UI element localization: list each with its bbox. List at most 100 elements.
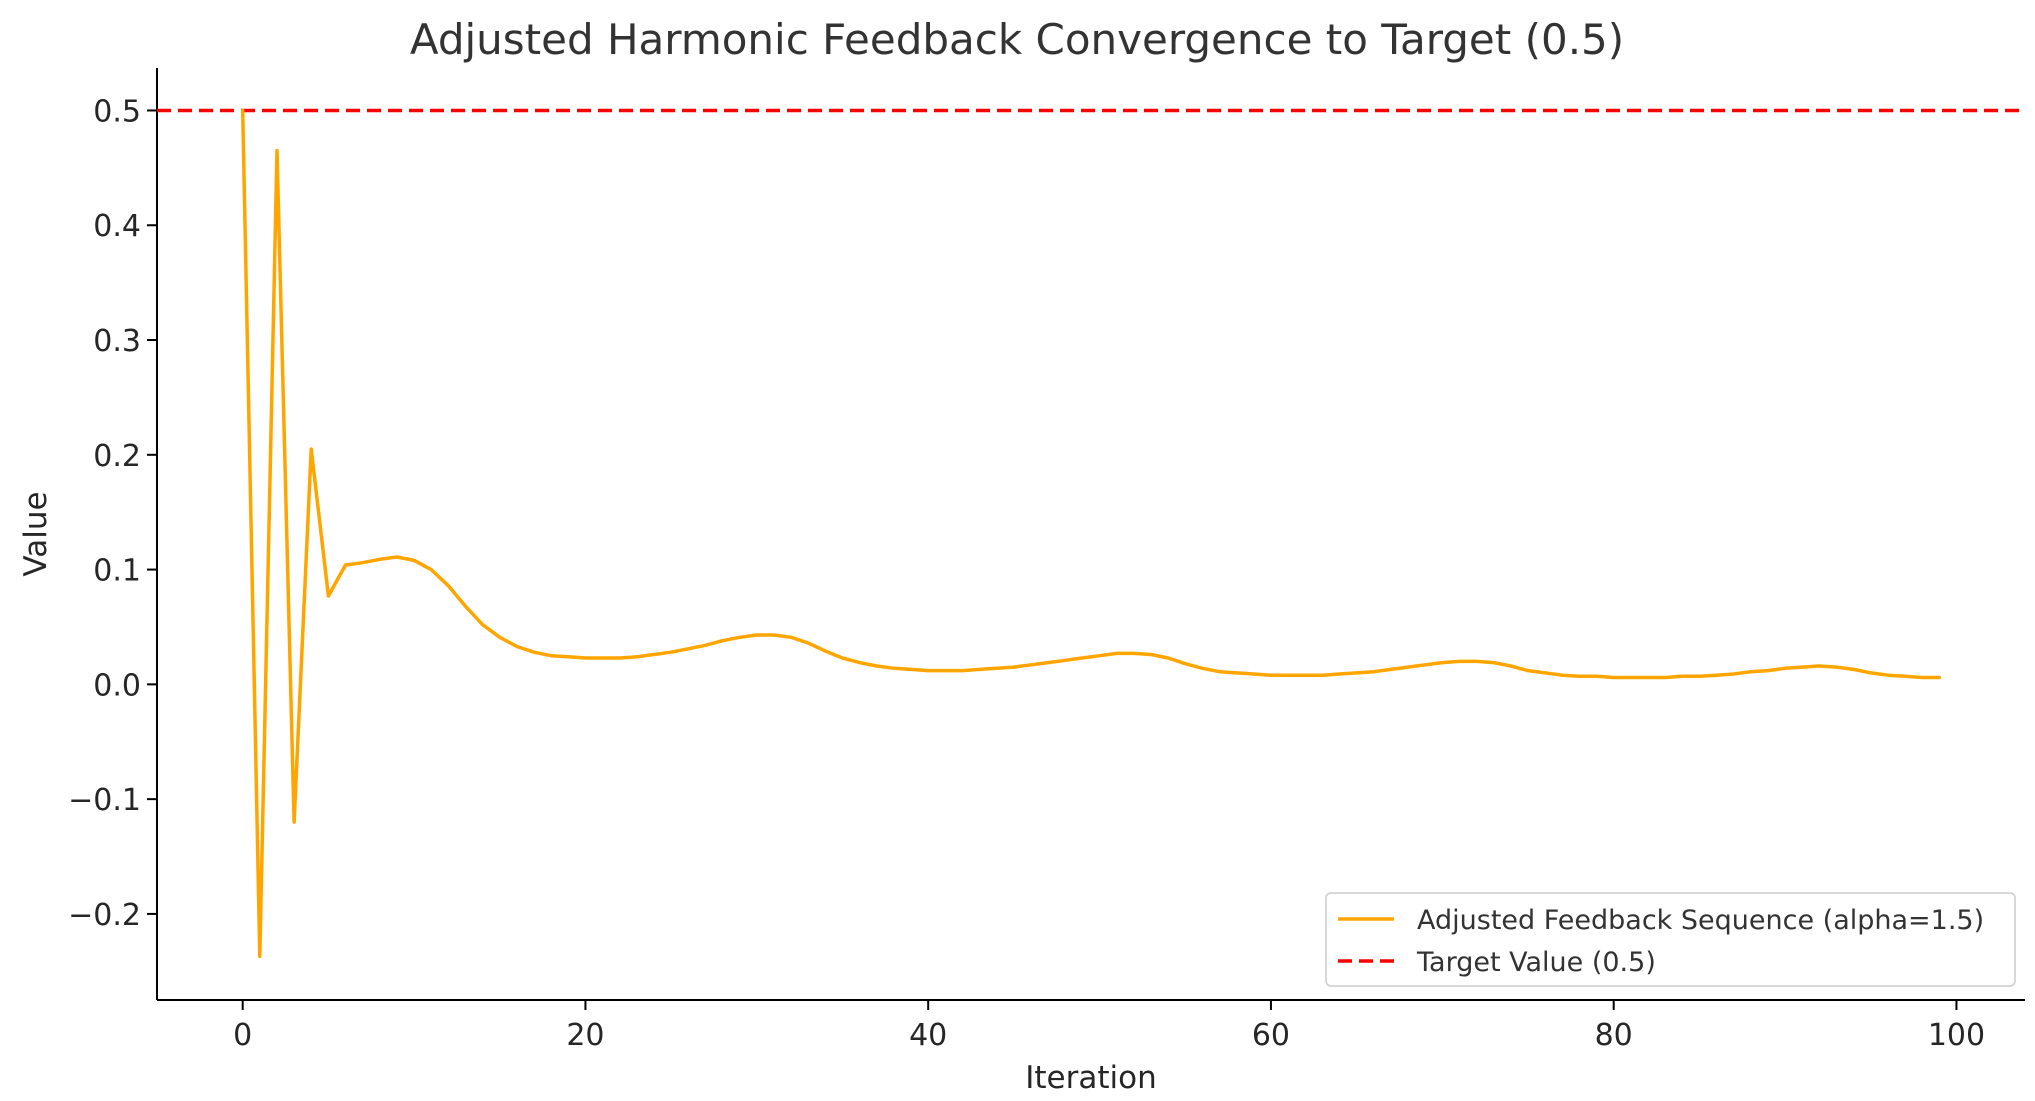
- data-point: [1441, 661, 1444, 664]
- data-point: [1407, 666, 1410, 669]
- x-tick-label: 80: [1595, 1018, 1633, 1053]
- data-point: [447, 584, 450, 587]
- plot-area: [157, 108, 2025, 959]
- data-point: [1715, 674, 1718, 677]
- x-tick-label: 40: [909, 1018, 947, 1053]
- data-point: [1852, 668, 1855, 671]
- y-tick-label: 0.5: [93, 94, 141, 129]
- x-tick-label: 60: [1252, 1018, 1290, 1053]
- data-point: [670, 651, 673, 654]
- data-point: [1766, 669, 1769, 672]
- y-tick-label: 0.3: [93, 324, 141, 359]
- x-tick-label: 100: [1928, 1018, 1985, 1053]
- data-point: [1167, 656, 1170, 659]
- data-point: [1098, 654, 1101, 657]
- data-point: [584, 656, 587, 659]
- data-point: [498, 636, 501, 639]
- data-point: [1252, 673, 1255, 676]
- data-point: [1578, 675, 1581, 678]
- data-point: [1218, 670, 1221, 673]
- data-point: [515, 645, 518, 648]
- data-point: [1235, 671, 1238, 674]
- data-point: [618, 656, 621, 659]
- y-tick-label: 0.1: [93, 554, 141, 589]
- data-point: [1681, 675, 1684, 678]
- data-point: [1372, 670, 1375, 673]
- data-point: [1338, 673, 1341, 676]
- data-point: [430, 568, 433, 571]
- data-point: [738, 636, 741, 639]
- legend-label-target: Target Value (0.5): [1416, 947, 1656, 978]
- y-tick-label: 0.4: [93, 209, 141, 244]
- chart-title: Adjusted Harmonic Feedback Convergence t…: [410, 15, 1624, 64]
- y-tick-label: −0.2: [68, 898, 141, 933]
- data-point: [378, 558, 381, 561]
- data-point: [1389, 668, 1392, 671]
- data-point: [344, 563, 347, 566]
- data-point: [927, 669, 930, 672]
- x-ticks: 0 20 40 60 80 100: [233, 1000, 1985, 1053]
- data-point: [1030, 663, 1033, 666]
- data-point: [1869, 671, 1872, 674]
- legend-box: [1325, 892, 2016, 987]
- x-tick-label: 0: [233, 1018, 252, 1053]
- data-point: [1304, 674, 1307, 677]
- data-point: [1612, 676, 1615, 679]
- data-point: [1664, 676, 1667, 679]
- data-point: [601, 656, 604, 659]
- data-point: [978, 668, 981, 671]
- data-point: [1801, 666, 1804, 669]
- data-point: [755, 634, 758, 637]
- legend-label-feedback: Adjusted Feedback Sequence (alpha=1.5): [1417, 905, 1984, 936]
- data-point: [258, 955, 261, 958]
- data-point: [1509, 664, 1512, 667]
- data-point: [1818, 664, 1821, 667]
- data-point: [841, 656, 844, 659]
- data-point: [1561, 674, 1564, 677]
- data-point: [361, 561, 364, 564]
- data-point: [1201, 667, 1204, 670]
- x-tick-label: 20: [566, 1018, 604, 1053]
- data-point: [275, 149, 278, 152]
- data-point: [1698, 675, 1701, 678]
- data-point: [1886, 674, 1889, 677]
- data-point: [1921, 676, 1924, 679]
- data-point: [1492, 661, 1495, 664]
- data-point: [704, 644, 707, 647]
- y-tick-label: 0.0: [93, 668, 141, 703]
- data-point: [293, 821, 296, 824]
- data-point: [892, 667, 895, 670]
- data-point: [1287, 674, 1290, 677]
- data-point: [567, 655, 570, 658]
- data-point: [533, 651, 536, 654]
- data-point: [310, 448, 313, 451]
- data-point: [395, 555, 398, 558]
- data-point: [1424, 663, 1427, 666]
- legend: Adjusted Feedback Sequence (alpha=1.5) T…: [1325, 892, 2016, 987]
- data-point: [1458, 660, 1461, 663]
- data-point: [1544, 671, 1547, 674]
- data-point: [807, 642, 810, 645]
- data-point: [413, 559, 416, 562]
- data-point: [1321, 674, 1324, 677]
- data-point: [875, 664, 878, 667]
- data-point: [858, 661, 861, 664]
- data-point: [1081, 656, 1084, 659]
- data-point: [1475, 660, 1478, 663]
- data-point: [1132, 652, 1135, 655]
- data-point: [1732, 673, 1735, 676]
- data-point: [1184, 662, 1187, 665]
- data-point: [464, 605, 467, 608]
- data-point: [1064, 659, 1067, 662]
- data-point: [1629, 676, 1632, 679]
- data-point: [1835, 666, 1838, 669]
- data-point: [1269, 674, 1272, 677]
- axes: [156, 68, 2025, 1001]
- feedback-points: [241, 109, 1941, 958]
- data-point: [550, 654, 553, 657]
- data-point: [790, 636, 793, 639]
- x-axis-label: Iteration: [1025, 1060, 1157, 1096]
- data-point: [652, 653, 655, 656]
